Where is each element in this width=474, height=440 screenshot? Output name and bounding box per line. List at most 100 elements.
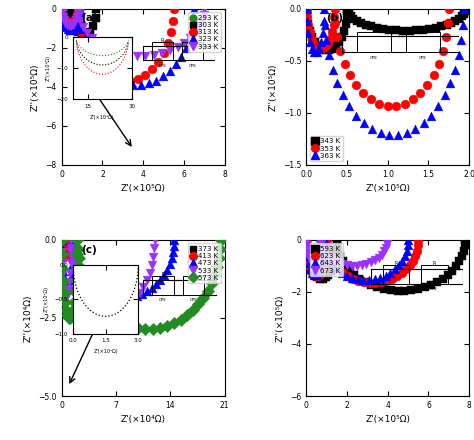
X-axis label: Z'(×10⁴Ω): Z'(×10⁴Ω) <box>121 415 165 425</box>
Point <box>373 24 380 31</box>
Point <box>77 16 84 23</box>
Point <box>304 251 312 258</box>
Point <box>412 27 420 34</box>
Point <box>125 51 132 58</box>
Point <box>334 34 341 41</box>
Point <box>69 22 76 29</box>
Point <box>65 23 73 30</box>
Point <box>60 245 67 252</box>
Point <box>406 262 413 269</box>
Point <box>71 249 78 256</box>
Point <box>59 278 67 285</box>
Point <box>58 5 65 12</box>
Point <box>403 247 410 254</box>
Point <box>325 271 332 279</box>
Point <box>70 17 78 24</box>
Point <box>79 283 86 290</box>
Point <box>148 66 156 73</box>
Point <box>96 301 103 308</box>
Point <box>303 18 311 25</box>
Point <box>303 242 310 249</box>
Point <box>329 66 337 73</box>
Point <box>58 264 66 271</box>
Point <box>67 245 75 252</box>
Point <box>330 262 337 269</box>
Point <box>129 81 137 88</box>
Point <box>155 59 162 66</box>
Point <box>60 245 68 252</box>
Point <box>58 236 65 243</box>
Point <box>65 5 73 12</box>
Point <box>411 252 419 259</box>
Point <box>447 80 454 87</box>
Point <box>73 21 81 28</box>
Point <box>314 255 321 262</box>
Point <box>306 39 314 46</box>
Point <box>321 236 328 243</box>
Point <box>60 274 68 281</box>
Point <box>314 274 321 281</box>
Point <box>112 305 119 312</box>
Point <box>426 26 433 33</box>
Point <box>198 18 206 25</box>
Point <box>58 236 65 243</box>
Point <box>456 258 463 265</box>
Point <box>461 5 469 12</box>
Point <box>58 5 65 12</box>
Point <box>69 14 76 21</box>
Point <box>72 241 79 248</box>
Point <box>320 245 328 252</box>
Point <box>82 289 90 296</box>
Point <box>383 240 391 247</box>
Point <box>58 236 65 243</box>
Point <box>58 11 66 18</box>
Point <box>414 236 422 243</box>
Point <box>306 29 313 36</box>
Point <box>72 22 79 29</box>
Point <box>61 15 68 22</box>
Point <box>345 10 352 17</box>
Point <box>331 257 338 264</box>
Point <box>66 27 73 34</box>
Point <box>420 120 428 127</box>
Point <box>64 312 71 319</box>
Point <box>59 12 67 19</box>
Point <box>414 242 422 249</box>
Point <box>92 14 100 21</box>
Point <box>73 236 81 243</box>
Point <box>314 273 321 280</box>
Point <box>73 269 80 276</box>
Point <box>424 81 431 88</box>
Point <box>304 250 311 257</box>
Point <box>136 289 143 296</box>
Point <box>317 242 324 249</box>
Point <box>81 36 89 43</box>
Point <box>200 11 208 18</box>
Point <box>170 320 178 327</box>
Point <box>401 253 409 260</box>
Point <box>74 260 82 268</box>
Point <box>309 269 316 276</box>
Point <box>303 243 310 250</box>
Point <box>328 45 336 52</box>
Point <box>177 316 184 323</box>
Point <box>65 11 73 18</box>
Point <box>82 31 90 38</box>
Point <box>311 38 319 45</box>
Point <box>394 287 401 294</box>
Point <box>58 11 66 18</box>
Point <box>441 92 448 99</box>
Point <box>201 5 208 12</box>
Point <box>316 271 323 278</box>
Point <box>127 298 135 305</box>
Point <box>354 276 362 283</box>
Point <box>74 10 82 17</box>
Point <box>108 47 116 54</box>
Point <box>338 269 346 276</box>
Point <box>368 125 376 132</box>
Point <box>460 5 467 12</box>
Point <box>428 112 435 119</box>
Point <box>393 273 401 280</box>
Point <box>63 292 71 299</box>
Point <box>377 129 384 136</box>
